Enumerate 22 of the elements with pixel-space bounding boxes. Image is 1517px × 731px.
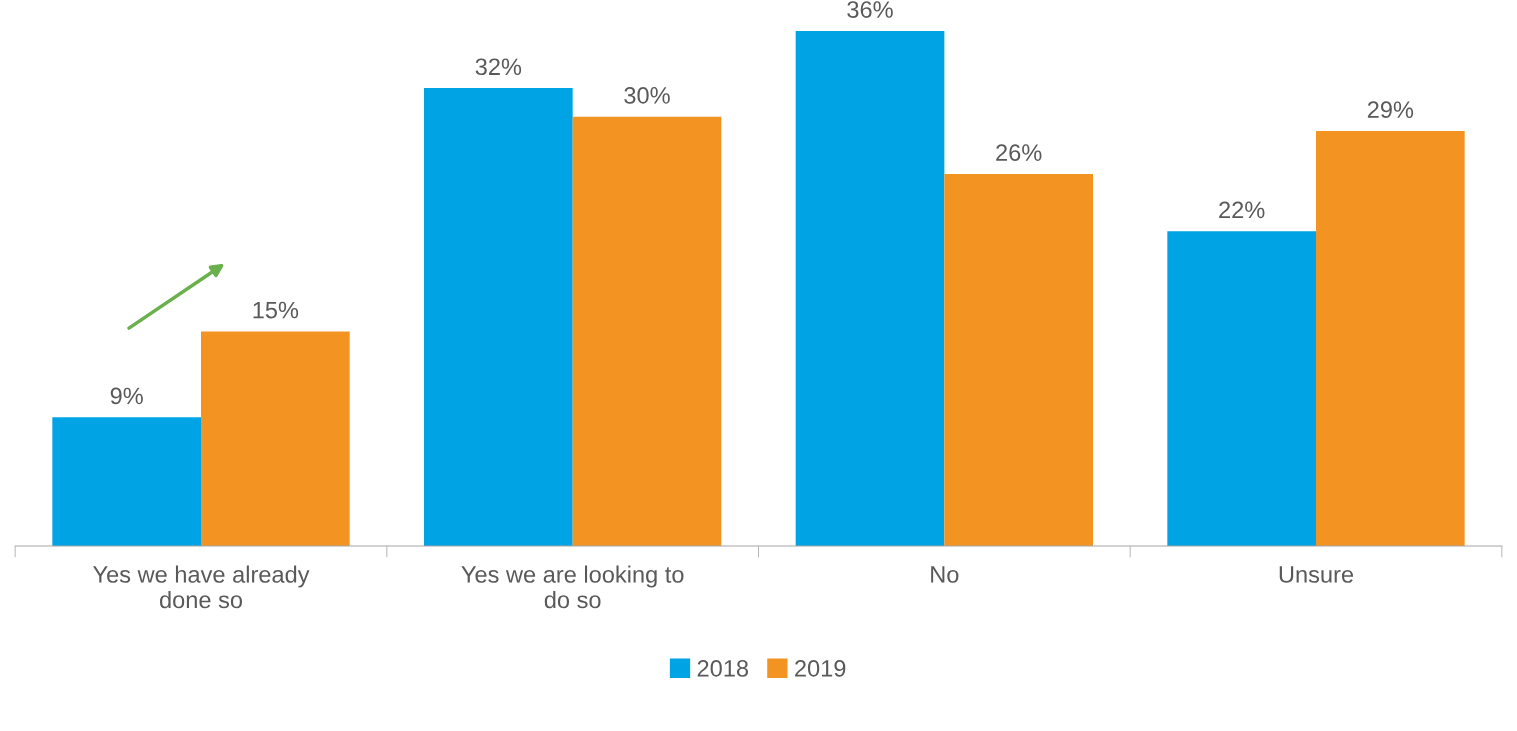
bar	[795, 30, 945, 547]
data-label: 29%	[1367, 101, 1414, 119]
x-tick-label: Yes we are looking to do so	[461, 565, 684, 609]
data-label: 32%	[475, 58, 522, 76]
x-tick-label: Unsure	[1279, 566, 1354, 583]
x-tick-label: Yes we have already done so	[93, 565, 310, 609]
x-tick-label: No	[931, 566, 959, 583]
legend-label: 2018	[697, 660, 749, 677]
bar	[572, 116, 722, 547]
data-label: 22%	[1219, 201, 1265, 219]
bar	[52, 417, 201, 547]
data-label: 26%	[996, 144, 1042, 161]
bar	[1316, 131, 1465, 547]
data-label: 9%	[110, 387, 143, 405]
data-label: 30%	[624, 87, 670, 104]
bar	[944, 173, 1093, 547]
bar	[1167, 231, 1316, 547]
bar	[424, 88, 573, 547]
bar	[201, 331, 350, 547]
data-label: 15%	[253, 301, 299, 319]
legend-label: 2019	[795, 660, 846, 677]
data-label: 36%	[847, 1, 893, 18]
